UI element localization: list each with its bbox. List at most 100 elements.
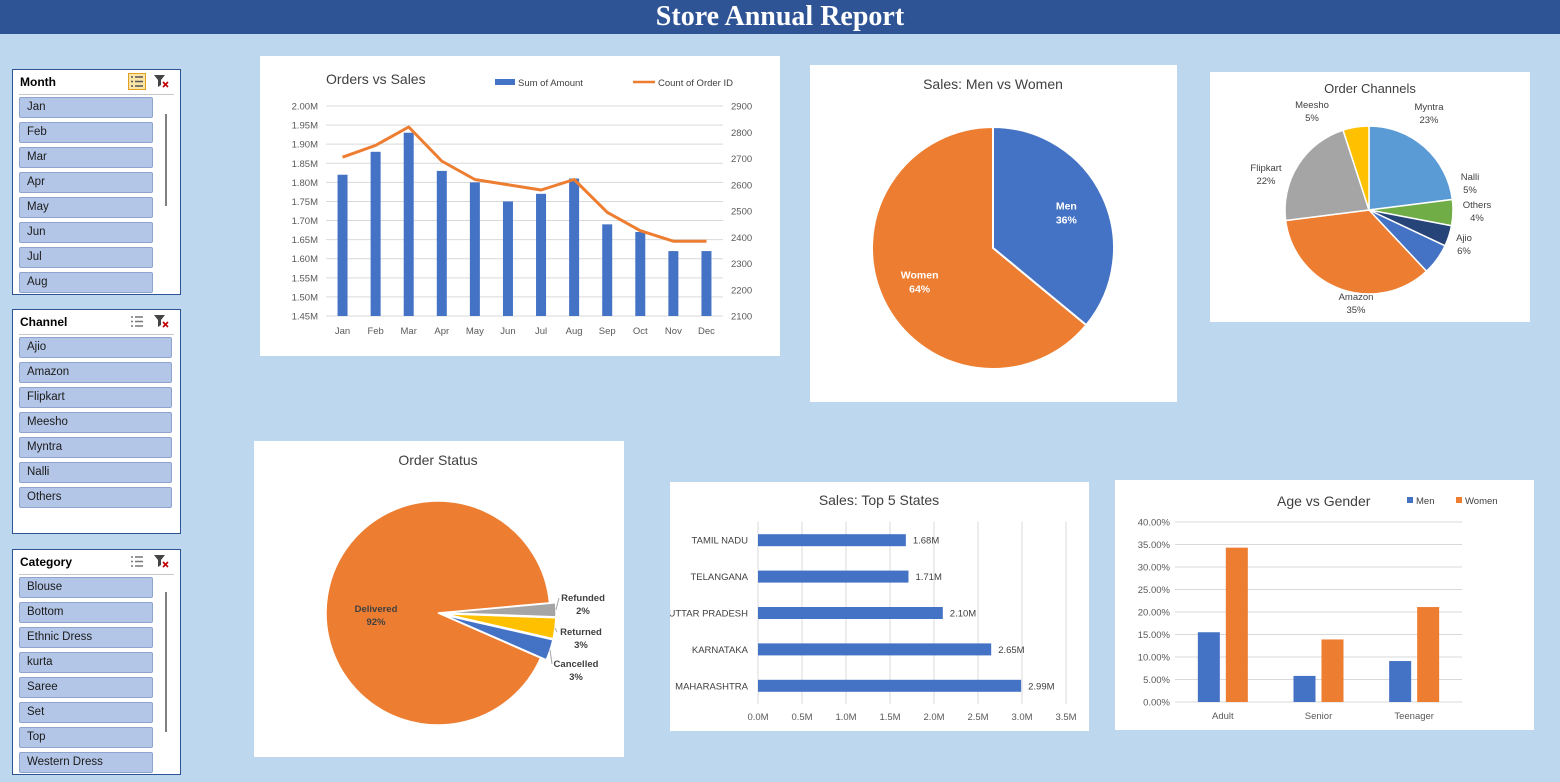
slicer-item-nalli[interactable]: Nalli bbox=[19, 462, 172, 483]
slicer-item-may[interactable]: May bbox=[19, 197, 153, 218]
slicer-header: Category bbox=[19, 550, 174, 575]
y-tick-label: UTTAR PRADESH bbox=[670, 609, 748, 620]
x-tick-label: Nov bbox=[665, 326, 682, 337]
slice-percent: 64% bbox=[909, 284, 931, 296]
y-tick-label: 35.00% bbox=[1138, 540, 1171, 551]
men-vs-women-chart[interactable]: Sales: Men vs Women Men 36% Women 64% bbox=[810, 65, 1177, 402]
y-tick-label: 5.00% bbox=[1143, 675, 1170, 686]
slice-label: Women bbox=[901, 270, 939, 282]
scrollbar[interactable] bbox=[165, 592, 167, 732]
y-tick-label: 15.00% bbox=[1138, 630, 1171, 641]
slicer-item-kurta[interactable]: kurta bbox=[19, 652, 153, 673]
legend-label: Count of Order ID bbox=[658, 78, 733, 89]
x-tick-label: Apr bbox=[434, 326, 449, 337]
multi-select-icon[interactable] bbox=[128, 313, 146, 330]
slicer-item-mar[interactable]: Mar bbox=[19, 147, 153, 168]
bar-men bbox=[1389, 661, 1412, 702]
orders-vs-sales-chart[interactable]: Orders vs Sales Sum of Amount Count of Ord… bbox=[260, 56, 780, 356]
y-tick-label-left: 1.50M bbox=[292, 292, 318, 303]
slicer-item-bottom[interactable]: Bottom bbox=[19, 602, 153, 623]
slicer-item-jul[interactable]: Jul bbox=[19, 247, 153, 268]
chart-title: Order Status bbox=[398, 452, 477, 468]
slicer-item-feb[interactable]: Feb bbox=[19, 122, 153, 143]
y-tick-label-right: 2200 bbox=[731, 285, 752, 296]
x-tick-label: 3.0M bbox=[1011, 712, 1032, 723]
slicer-item-jan[interactable]: Jan bbox=[19, 97, 153, 118]
y-tick-label: 0.00% bbox=[1143, 698, 1170, 709]
x-tick-label: Teenager bbox=[1394, 711, 1434, 722]
legend-label: Women bbox=[1465, 496, 1498, 507]
order-status-svg: Order Status Refunded 2% Returned 3% Cancelle… bbox=[325, 452, 605, 726]
slicer-item-saree[interactable]: Saree bbox=[19, 677, 153, 698]
multi-select-icon[interactable] bbox=[128, 553, 146, 570]
y-tick-label-right: 2100 bbox=[731, 312, 752, 323]
pie-slice bbox=[443, 614, 554, 661]
slicer-item-set[interactable]: Set bbox=[19, 702, 153, 723]
slice-label: Cancelled bbox=[554, 659, 599, 670]
y-tick-label: 40.00% bbox=[1138, 518, 1171, 529]
x-tick-label: 2.0M bbox=[923, 712, 944, 723]
y-tick-label-left: 1.85M bbox=[292, 159, 318, 170]
slicer-items: Ajio Amazon Flipkart Meesho Myntra Nalli… bbox=[19, 337, 172, 512]
slicer-item-others[interactable]: Others bbox=[19, 487, 172, 508]
x-tick-label: Oct bbox=[633, 326, 648, 337]
x-tick-label: 0.0M bbox=[747, 712, 768, 723]
slicer-item-blouse[interactable]: Blouse bbox=[19, 577, 153, 598]
slicer-item-flipkart[interactable]: Flipkart bbox=[19, 387, 172, 408]
slicer-item-aug[interactable]: Aug bbox=[19, 272, 153, 293]
order-channels-chart[interactable]: Order Channels Myntra 23% Nalli 5% Others 4% Aj… bbox=[1210, 72, 1530, 322]
slice-label: Others bbox=[1463, 200, 1492, 211]
slicer-item-western-dress[interactable]: Western Dress bbox=[19, 752, 153, 773]
scrollbar[interactable] bbox=[165, 114, 167, 206]
x-tick-label: Mar bbox=[401, 326, 417, 337]
leader-line bbox=[554, 628, 558, 633]
legend-swatch-amount bbox=[495, 79, 515, 85]
slicer-item-top[interactable]: Top bbox=[19, 727, 153, 748]
clear-filter-icon[interactable] bbox=[152, 73, 170, 90]
y-tick-label-left: 1.70M bbox=[292, 216, 318, 227]
men-vs-women-svg: Sales: Men vs Women Men 36% Women 64% bbox=[871, 76, 1115, 370]
slicer-item-amazon[interactable]: Amazon bbox=[19, 362, 172, 383]
slicer-item-ajio[interactable]: Ajio bbox=[19, 337, 172, 358]
bar-amount bbox=[635, 232, 646, 316]
y-tick-label-right: 2900 bbox=[731, 102, 752, 113]
age-vs-gender-chart[interactable]: Age vs Gender Men Women 0.00% 5.00% 10.00% 15.… bbox=[1115, 480, 1534, 730]
bar bbox=[758, 570, 909, 583]
order-status-chart[interactable]: Order Status Refunded 2% Returned 3% Cancelle… bbox=[254, 441, 624, 757]
slicer-item-ethnic-dress[interactable]: Ethnic Dress bbox=[19, 627, 153, 648]
slicer-item-myntra[interactable]: Myntra bbox=[19, 437, 172, 458]
top-states-chart[interactable]: Sales: Top 5 States 0.0M 0.5M 1.0M 1.5M 2.0M 2… bbox=[670, 482, 1089, 731]
top-states-svg: Sales: Top 5 States 0.0M 0.5M 1.0M 1.5M 2.0M 2… bbox=[670, 492, 1077, 723]
bar-amount bbox=[469, 182, 480, 316]
data-label: 2.10M bbox=[950, 609, 976, 620]
y-tick-label-right: 2600 bbox=[731, 180, 752, 191]
y-tick-label: TAMIL NADU bbox=[692, 536, 749, 547]
chart-title: Orders vs Sales bbox=[326, 71, 426, 87]
y-tick-label-right: 2800 bbox=[731, 128, 752, 139]
orders-vs-sales-svg: Orders vs Sales Sum of Amount Count of Ord… bbox=[292, 71, 753, 337]
multi-select-icon[interactable] bbox=[128, 73, 146, 90]
slicer-header: Month bbox=[19, 70, 174, 95]
slicer-item-apr[interactable]: Apr bbox=[19, 172, 153, 193]
slicer-items: Jan Feb Mar Apr May Jun Jul Aug bbox=[19, 97, 153, 294]
slicer-item-jun[interactable]: Jun bbox=[19, 222, 153, 243]
y-tick-label: KARNATAKA bbox=[692, 645, 749, 656]
bar-amount bbox=[436, 170, 447, 316]
slice-percent: 5% bbox=[1305, 113, 1319, 124]
slice-label: Refunded bbox=[561, 593, 605, 604]
pie-slice bbox=[1284, 209, 1428, 295]
clear-filter-icon[interactable] bbox=[152, 313, 170, 330]
clear-filter-icon[interactable] bbox=[152, 553, 170, 570]
bar-amount bbox=[403, 132, 414, 316]
line-order-count bbox=[342, 125, 707, 243]
legend-label: Men bbox=[1416, 496, 1434, 507]
y-tick-label-right: 2700 bbox=[731, 154, 752, 165]
slice-label: Delivered bbox=[355, 604, 398, 615]
slice-label: Ajio bbox=[1456, 233, 1472, 244]
slicer-item-meesho[interactable]: Meesho bbox=[19, 412, 172, 433]
y-tick-label-left: 1.95M bbox=[292, 121, 318, 132]
bar-amount bbox=[502, 201, 513, 316]
y-tick-label-left: 1.60M bbox=[292, 254, 318, 265]
y-tick-label: 30.00% bbox=[1138, 563, 1171, 574]
y-tick-label: 10.00% bbox=[1138, 653, 1171, 664]
